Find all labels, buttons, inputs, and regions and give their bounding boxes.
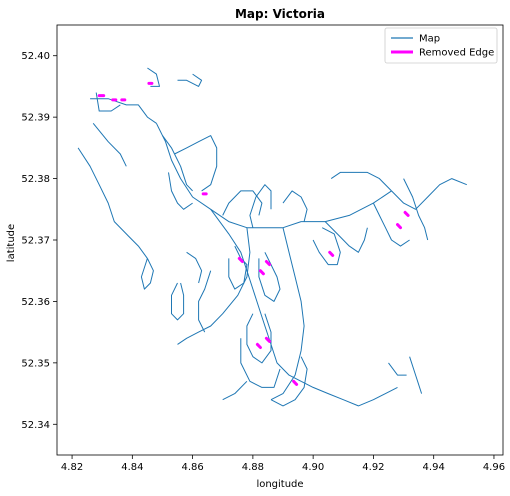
map-road-segment bbox=[403, 178, 429, 241]
y-tick-label: 52.38 bbox=[21, 174, 50, 185]
map-road-segment bbox=[270, 227, 305, 401]
removed-edge-segment bbox=[255, 342, 262, 349]
map-road-segment bbox=[270, 356, 308, 407]
x-axis-ticks: 4.82 4.84 4.86 4.88 4.90 4.92 4.94 4.96 bbox=[61, 455, 505, 473]
map-road-segment bbox=[162, 135, 193, 192]
map-road-segment bbox=[90, 98, 157, 124]
map-road-segment bbox=[186, 251, 203, 284]
removed-edge-segment bbox=[396, 223, 402, 230]
removed-edges-layer bbox=[97, 81, 410, 386]
removed-edge-segment bbox=[403, 210, 410, 217]
legend-label-removed-edge: Removed Edge bbox=[419, 48, 494, 59]
map-road-segment bbox=[222, 190, 263, 216]
map-road-segment bbox=[168, 172, 193, 210]
map-road-segment bbox=[77, 147, 148, 259]
y-axis-ticks: 52.34 52.35 52.36 52.37 52.38 52.39 52.40 bbox=[21, 51, 57, 431]
y-tick-label: 52.36 bbox=[21, 297, 50, 308]
map-road-segment bbox=[300, 380, 398, 407]
plot-area bbox=[56, 24, 504, 456]
x-tick-label: 4.82 bbox=[61, 462, 83, 473]
map-layer bbox=[77, 67, 467, 407]
x-tick-label: 4.84 bbox=[121, 462, 143, 473]
y-tick-label: 52.35 bbox=[21, 358, 50, 369]
x-tick-label: 4.88 bbox=[242, 462, 264, 473]
map-road-segment bbox=[249, 184, 272, 228]
map-road-segment bbox=[177, 73, 203, 87]
legend-box bbox=[384, 27, 498, 64]
x-tick-label: 4.94 bbox=[423, 462, 445, 473]
removed-edge-segment bbox=[292, 379, 299, 386]
map-road-segment bbox=[391, 178, 467, 210]
y-tick-label: 52.34 bbox=[21, 420, 50, 431]
map-road-segment bbox=[388, 362, 407, 376]
removed-edge-segment bbox=[264, 336, 271, 343]
map-road-segment bbox=[240, 338, 281, 388]
map-road-segment bbox=[210, 209, 302, 382]
map-road-segment bbox=[177, 227, 251, 345]
y-axis-label: latitude bbox=[6, 224, 17, 262]
map-road-segment bbox=[147, 67, 160, 87]
map-road-segment bbox=[409, 356, 423, 394]
map-road-segment bbox=[92, 122, 127, 167]
y-tick-label: 52.37 bbox=[21, 236, 50, 247]
x-tick-label: 4.86 bbox=[181, 462, 203, 473]
y-tick-label: 52.40 bbox=[21, 51, 50, 62]
map-road-segment bbox=[95, 92, 121, 112]
map-road-segment bbox=[222, 380, 248, 401]
map-road-segment bbox=[372, 202, 410, 247]
legend-label-map: Map bbox=[419, 34, 440, 45]
removed-edge-segment bbox=[258, 269, 265, 276]
map-road-segment bbox=[282, 190, 308, 222]
map-road-segment bbox=[198, 270, 212, 333]
removed-edge-segment bbox=[237, 256, 244, 263]
chart-title: Map: Victoria bbox=[235, 7, 325, 21]
map-road-segment bbox=[246, 313, 272, 364]
map-road-segment bbox=[324, 221, 368, 253]
map-road-segment bbox=[174, 135, 218, 192]
x-axis-label: longitude bbox=[256, 479, 303, 490]
x-tick-label: 4.92 bbox=[362, 462, 384, 473]
map-road-segment bbox=[312, 227, 341, 266]
removed-edge-segment bbox=[264, 260, 271, 267]
removed-edge-segment bbox=[328, 250, 335, 257]
legend: Map Removed Edge bbox=[384, 27, 498, 64]
x-tick-label: 4.90 bbox=[302, 462, 324, 473]
map-road-segment bbox=[330, 171, 392, 192]
x-tick-label: 4.96 bbox=[483, 462, 505, 473]
map-road-segment bbox=[171, 282, 185, 321]
y-tick-label: 52.39 bbox=[21, 113, 50, 124]
map-road-segment bbox=[258, 252, 281, 302]
map-road-segment bbox=[140, 258, 154, 290]
